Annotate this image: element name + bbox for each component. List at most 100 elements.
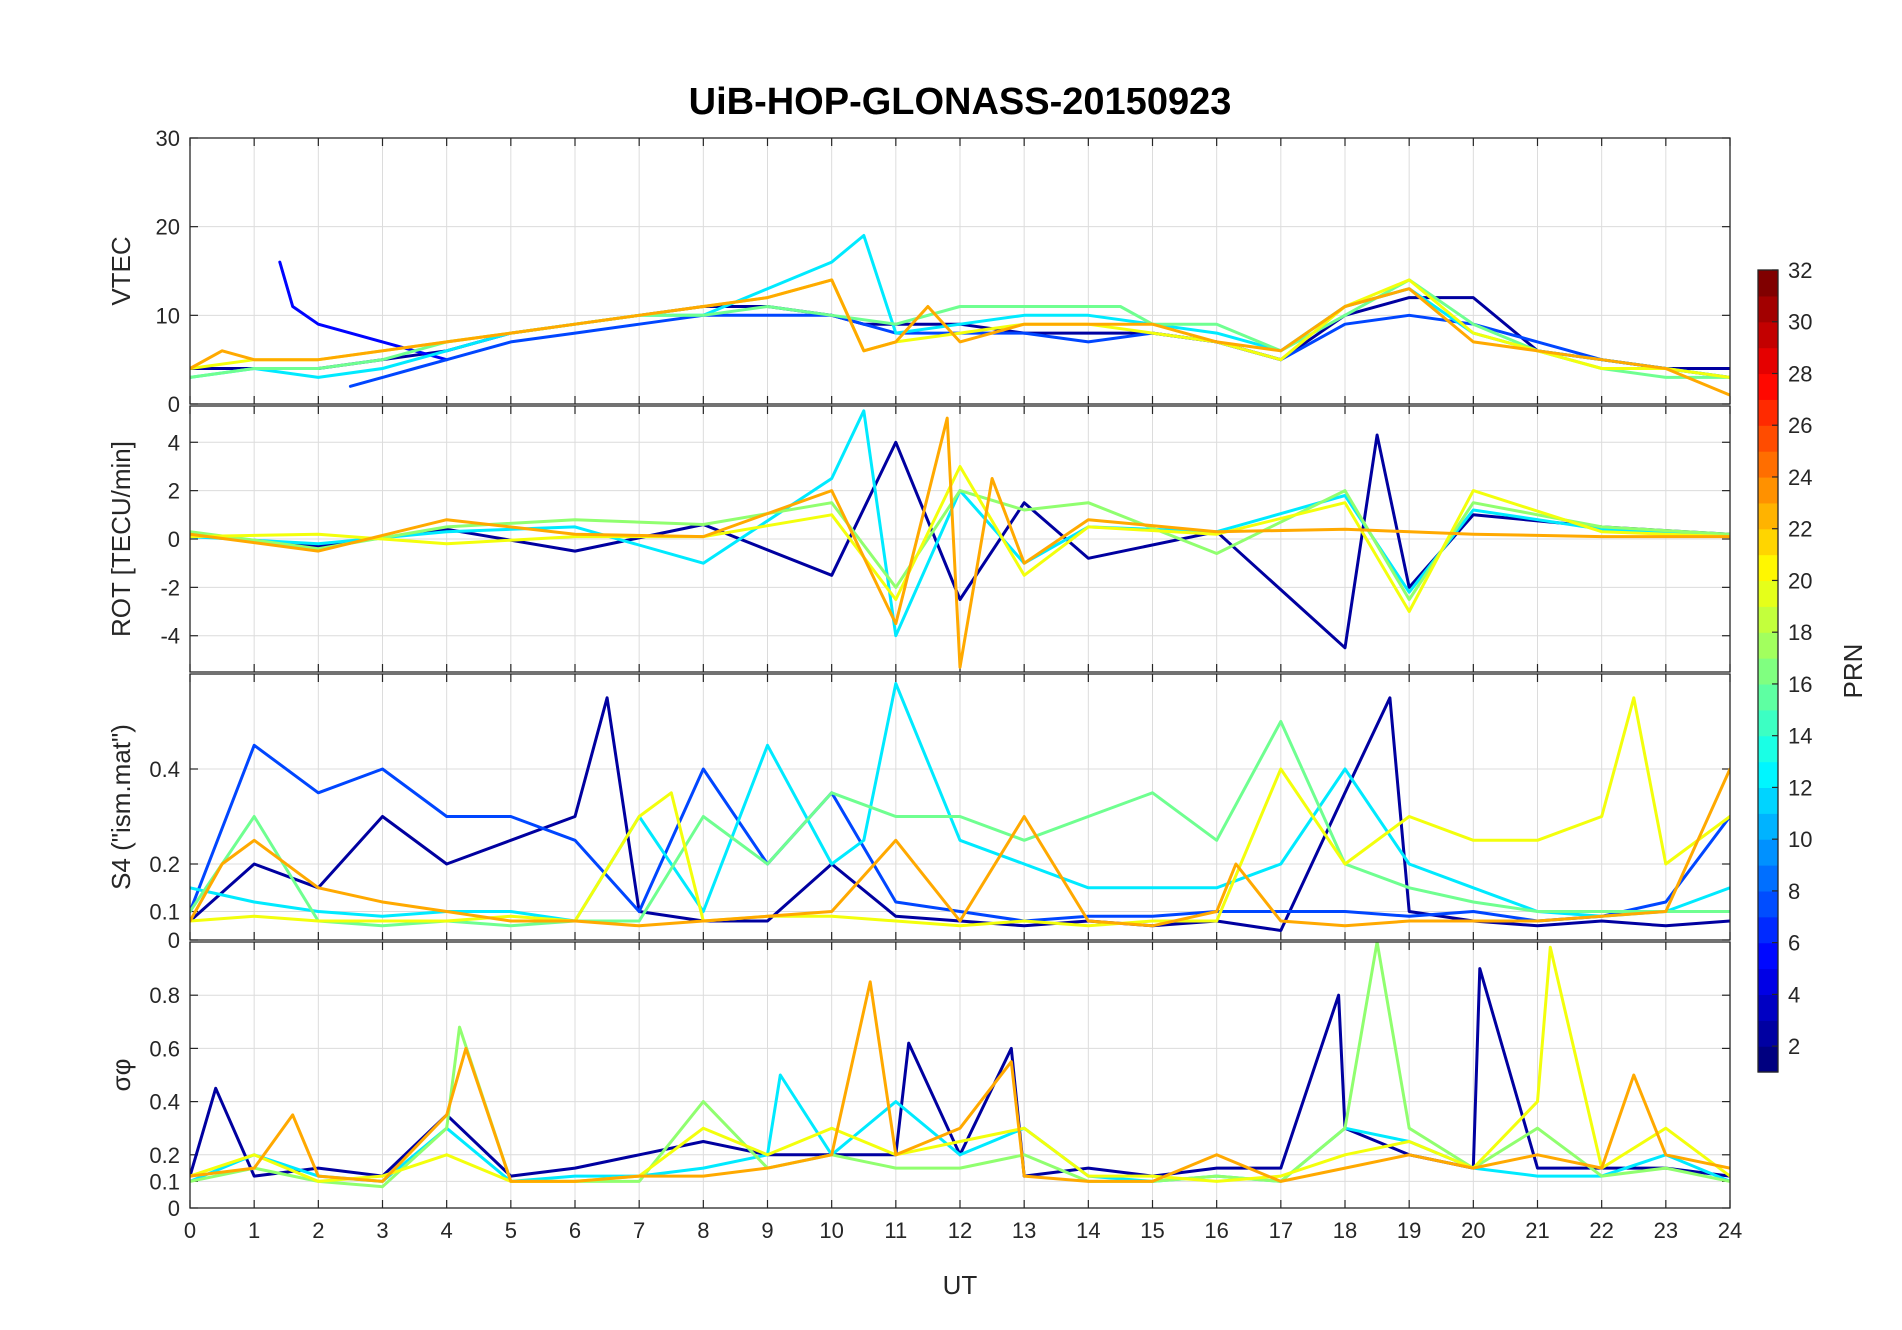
panel-s4: 0 0.1 0.2 0.4 S4 ("ism.mat")	[106, 673, 1731, 953]
series-line-prn-17	[190, 942, 1730, 1189]
colorbar-segment	[1758, 1046, 1778, 1073]
y-tick-label: 0.2	[149, 1143, 180, 1168]
colorbar-segment	[1758, 528, 1778, 556]
y-tick-label: -2	[160, 575, 180, 600]
y-tick-label: 30	[156, 126, 180, 151]
y-tick-label: 0.4	[149, 757, 180, 782]
colorbar-segment	[1758, 632, 1778, 659]
x-tick-label: 11	[884, 1218, 907, 1243]
series-group	[190, 682, 1730, 932]
y-axis-label: S4 ("ism.mat")	[106, 724, 136, 890]
y-tick-label: 4	[168, 430, 180, 455]
colorbar-segment	[1758, 787, 1778, 814]
y-axis-label: σφ	[106, 1059, 136, 1092]
series-line-prn-20	[190, 465, 1730, 613]
x-tick-label: 18	[1333, 1218, 1357, 1243]
colorbar-tick-label: 26	[1788, 413, 1812, 438]
colorbar-segment	[1758, 502, 1778, 530]
y-tick-label: 20	[156, 215, 180, 240]
colorbar-tick-label: 24	[1788, 465, 1812, 490]
series-line-prn-23	[190, 416, 1730, 669]
x-tick-label: 3	[376, 1218, 388, 1243]
x-tick-label: 17	[1269, 1218, 1293, 1243]
colorbar-segment	[1758, 735, 1778, 763]
colorbar-tick-label: 18	[1788, 620, 1812, 645]
colorbar-segment	[1758, 916, 1778, 944]
chart-title: UiB-HOP-GLONASS-20150923	[689, 81, 1232, 123]
x-tick-label: 9	[761, 1218, 773, 1243]
y-axis-label: ROT [TECU/min]	[106, 441, 136, 637]
colorbar-segment	[1758, 451, 1778, 478]
colorbar-segment	[1758, 476, 1778, 504]
colorbar-segment	[1758, 839, 1778, 866]
y-tick-label: 0	[168, 1196, 180, 1221]
x-tick-label: 22	[1589, 1218, 1613, 1243]
colorbar-tick-label: 6	[1788, 931, 1800, 956]
axes-frame	[189, 137, 1731, 405]
y-tick-label: 10	[156, 303, 180, 328]
colorbar-tick-label: 16	[1788, 672, 1812, 697]
series-line-prn-7	[190, 743, 1730, 923]
axes-frame	[189, 673, 1731, 941]
colorbar-segment	[1758, 270, 1778, 297]
x-tick-label: 21	[1525, 1218, 1549, 1243]
x-tick-label: 13	[1012, 1218, 1036, 1243]
colorbar-segment	[1758, 658, 1778, 685]
colorbar-tick-label: 20	[1788, 568, 1812, 593]
y-tick-label: 0.1	[149, 900, 180, 925]
series-line-prn-23	[190, 767, 1730, 928]
x-tick-label: 0	[184, 1218, 196, 1243]
colorbar-segment	[1758, 295, 1778, 323]
colorbar-segment	[1758, 683, 1778, 711]
colorbar-frame	[1757, 269, 1779, 1073]
colorbar-tick-label: 32	[1788, 258, 1812, 283]
colorbar-segment	[1758, 347, 1778, 375]
colorbar-tick-label: 12	[1788, 775, 1812, 800]
colorbar-tick-label: 10	[1788, 827, 1812, 852]
series-line-prn-23	[190, 278, 1730, 397]
colorbar-segment	[1758, 761, 1778, 789]
x-tick-label: 6	[569, 1218, 581, 1243]
y-tick-label: 0.6	[149, 1036, 180, 1061]
colorbar-segment	[1758, 399, 1778, 426]
colorbar-tick-label: 28	[1788, 361, 1812, 386]
x-tick-label: 15	[1140, 1218, 1164, 1243]
x-axis-label: UT	[943, 1270, 978, 1300]
series-line-prn-23	[190, 980, 1730, 1183]
y-tick-label: 0	[168, 392, 180, 417]
x-tick-label: 20	[1461, 1218, 1485, 1243]
x-tick-label: 5	[505, 1218, 517, 1243]
y-axis-label: VTEC	[106, 236, 136, 305]
x-tick-label: 2	[312, 1218, 324, 1243]
colorbar-segment	[1758, 606, 1778, 633]
y-tick-label: 0.4	[149, 1090, 180, 1115]
colorbar-segment	[1758, 709, 1778, 737]
colorbar-segment	[1758, 425, 1778, 452]
axes-frame	[189, 941, 1731, 1209]
y-tick-label: 0.8	[149, 983, 180, 1008]
colorbar-tick-label: 14	[1788, 724, 1812, 749]
colorbar-segment	[1758, 1020, 1778, 1047]
colorbar-segment	[1758, 580, 1778, 607]
colorbar-segment	[1758, 813, 1778, 840]
axes-frame	[189, 405, 1731, 673]
y-tick-label: 2	[168, 479, 180, 504]
x-tick-label: 14	[1076, 1218, 1100, 1243]
y-tick-label: 0	[168, 527, 180, 552]
colorbar-segment	[1758, 373, 1778, 400]
colorbar-segment	[1758, 321, 1778, 349]
colorbar-segment	[1758, 968, 1778, 995]
colorbar-tick-label: 4	[1788, 982, 1800, 1007]
panel-rot: -4 -2 0 2 4 ROT [TECU/min]	[106, 405, 1731, 673]
colorbar-tick-label: 22	[1788, 517, 1812, 542]
y-tick-label: -4	[160, 624, 180, 649]
colorbar-segment	[1758, 865, 1778, 892]
colorbar-label: PRN	[1838, 644, 1868, 699]
colorbar-segment	[1758, 890, 1778, 918]
y-tick-label: 0.1	[149, 1169, 180, 1194]
x-tick-label: 19	[1397, 1218, 1421, 1243]
series-group	[190, 942, 1730, 1189]
x-tick-label: 23	[1654, 1218, 1678, 1243]
